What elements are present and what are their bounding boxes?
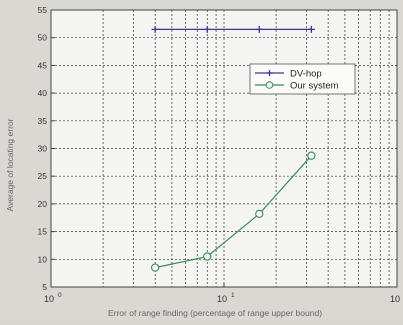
x-tick-label: 10 [217,294,227,304]
series-2-point [151,263,160,272]
series-1-point [307,25,315,33]
y-tick-label: 15 [38,227,48,237]
series-1-point [203,25,211,33]
legend-marker-2 [265,81,274,89]
series-2-point [203,252,212,261]
y-axis-label: Average of locating error [5,118,15,211]
x-tick-label: 10 [390,294,400,304]
x-tick-label: 10 [44,294,54,304]
series-2-point [255,209,264,219]
y-tick-label: 55 [38,5,48,15]
y-tick-label: 30 [38,144,48,154]
y-tick-label: 25 [38,171,48,181]
y-tick-label: 50 [38,33,48,43]
x-axis-label: Error of range finding (percentage of ra… [108,308,322,318]
series-1-point [151,25,159,33]
y-tick-label: 40 [38,88,48,98]
grid-lines [51,10,397,287]
series-layer [151,25,316,272]
x-tick-exponent: 0 [58,292,62,299]
x-tick-exponent: 1 [231,292,235,299]
y-tick-label: 45 [38,60,48,70]
legend-label-1: DV-hop [290,69,322,80]
series-2-point [307,151,316,160]
legend-box [249,63,356,95]
y-tick-label: 35 [38,116,48,126]
y-tick-label: 5 [42,282,47,292]
series-line-2 [155,155,312,269]
x-axis-ticks: 100101102 [44,283,400,304]
y-axis-ticks: 5 10 15 20 25 30 35 40 45 50 55 [38,5,55,292]
legend-label-2: Our system [290,81,339,92]
y-tick-label: 10 [38,254,48,264]
y-tick-label: 20 [38,199,48,209]
series-1-point [255,25,263,33]
